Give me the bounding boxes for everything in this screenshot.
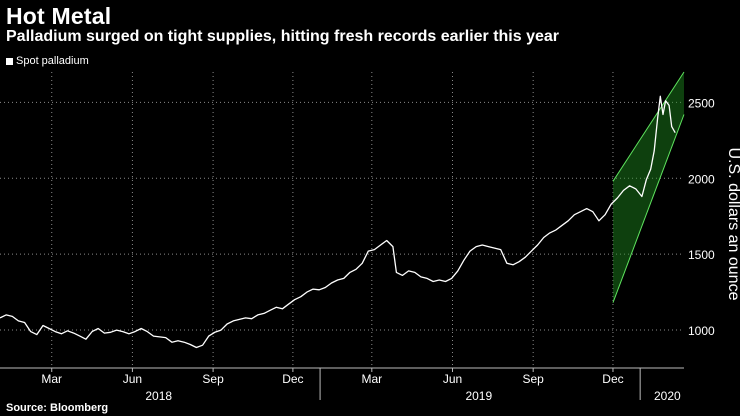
trend-channel-lower	[612, 114, 685, 303]
chart-area: 1000 1500 2000 2500 Mar Jun Sep Dec Mar Jun Sep Dec…	[0, 71, 740, 400]
year-label: 2019	[465, 389, 492, 400]
y-axis-label: U.S. dollars an ounce	[725, 148, 740, 301]
trend-channel	[612, 71, 685, 303]
x-tick-label: Jun	[123, 372, 142, 386]
trend-channel-fill	[612, 72, 684, 303]
series-layer	[0, 95, 676, 349]
series-line-spot-palladium	[0, 95, 676, 349]
x-tick-label: Mar	[41, 372, 62, 386]
grid-lines	[0, 72, 684, 368]
trend-channel-upper	[612, 71, 685, 182]
chart-title: Hot Metal	[6, 3, 112, 29]
legend: Spot palladium	[6, 55, 89, 67]
x-tick-label: Dec	[602, 372, 623, 386]
source-note: Source: Bloomberg	[6, 402, 109, 414]
y-tick-label: 2500	[688, 96, 715, 110]
year-label: 2018	[145, 389, 172, 400]
x-tick-label: Dec	[282, 372, 303, 386]
x-tick-label: Mar	[361, 372, 382, 386]
x-tick-label: Jun	[443, 372, 462, 386]
axes: 1000 1500 2000 2500 Mar Jun Sep Dec Mar Jun Sep Dec…	[0, 96, 715, 400]
year-label: 2020	[654, 389, 681, 400]
legend-label-spot-palladium: Spot palladium	[16, 55, 89, 67]
y-tick-label: 2000	[688, 172, 715, 186]
chart-subtitle: Palladium surged on tight supplies, hitt…	[6, 28, 560, 45]
x-tick-label: Sep	[522, 372, 544, 386]
x-tick-label: Sep	[202, 372, 224, 386]
legend-swatch-spot-palladium	[6, 57, 13, 65]
y-tick-label: 1500	[688, 248, 715, 262]
y-tick-label: 1000	[688, 324, 715, 338]
